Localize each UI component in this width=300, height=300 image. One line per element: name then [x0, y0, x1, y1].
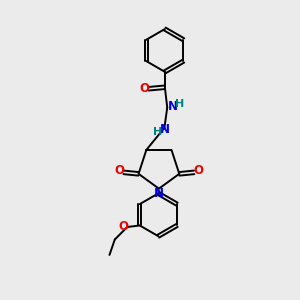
Text: H: H	[175, 99, 184, 109]
Text: O: O	[118, 220, 128, 233]
Text: N: N	[168, 100, 178, 113]
Text: N: N	[160, 123, 170, 136]
Text: O: O	[193, 164, 203, 177]
Text: H: H	[153, 128, 162, 137]
Text: O: O	[140, 82, 150, 95]
Text: O: O	[115, 164, 124, 177]
Text: N: N	[154, 187, 164, 200]
